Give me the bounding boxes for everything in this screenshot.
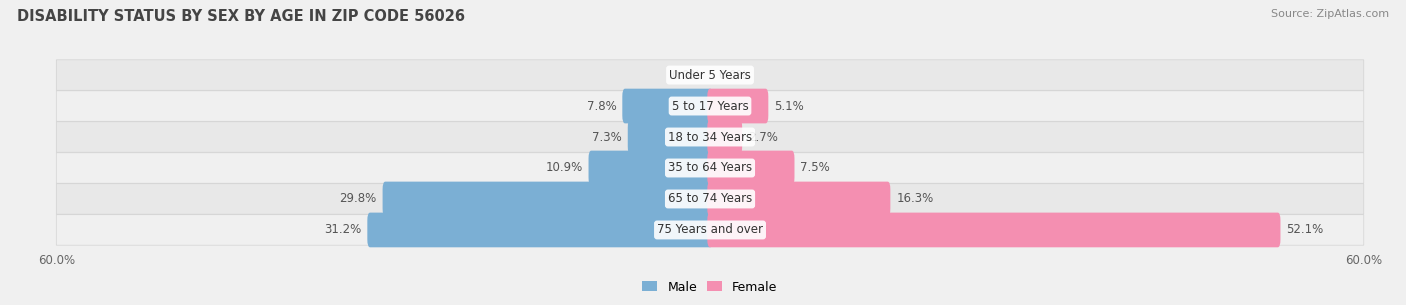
FancyBboxPatch shape <box>56 122 1364 152</box>
FancyBboxPatch shape <box>56 60 1364 90</box>
Text: 0.0%: 0.0% <box>718 69 748 81</box>
FancyBboxPatch shape <box>707 89 768 124</box>
Text: 5.1%: 5.1% <box>775 99 804 113</box>
Text: 52.1%: 52.1% <box>1286 224 1323 236</box>
FancyBboxPatch shape <box>589 151 713 185</box>
Text: 0.0%: 0.0% <box>672 69 702 81</box>
Text: Source: ZipAtlas.com: Source: ZipAtlas.com <box>1271 9 1389 19</box>
Text: 35 to 64 Years: 35 to 64 Years <box>668 161 752 174</box>
Text: DISABILITY STATUS BY SEX BY AGE IN ZIP CODE 56026: DISABILITY STATUS BY SEX BY AGE IN ZIP C… <box>17 9 465 24</box>
FancyBboxPatch shape <box>56 184 1364 214</box>
Text: 7.8%: 7.8% <box>586 99 616 113</box>
Legend: Male, Female: Male, Female <box>637 275 783 299</box>
Text: 31.2%: 31.2% <box>325 224 361 236</box>
Text: 65 to 74 Years: 65 to 74 Years <box>668 192 752 206</box>
FancyBboxPatch shape <box>56 153 1364 183</box>
Text: Under 5 Years: Under 5 Years <box>669 69 751 81</box>
FancyBboxPatch shape <box>382 181 713 216</box>
FancyBboxPatch shape <box>56 215 1364 245</box>
Text: 7.5%: 7.5% <box>800 161 830 174</box>
FancyBboxPatch shape <box>707 120 742 154</box>
Text: 5 to 17 Years: 5 to 17 Years <box>672 99 748 113</box>
FancyBboxPatch shape <box>707 213 1281 247</box>
FancyBboxPatch shape <box>707 181 890 216</box>
Text: 10.9%: 10.9% <box>546 161 582 174</box>
FancyBboxPatch shape <box>56 91 1364 121</box>
Text: 29.8%: 29.8% <box>339 192 377 206</box>
FancyBboxPatch shape <box>367 213 713 247</box>
Text: 75 Years and over: 75 Years and over <box>657 224 763 236</box>
Text: 16.3%: 16.3% <box>897 192 934 206</box>
FancyBboxPatch shape <box>707 151 794 185</box>
FancyBboxPatch shape <box>623 89 713 124</box>
Text: 2.7%: 2.7% <box>748 131 778 144</box>
FancyBboxPatch shape <box>627 120 713 154</box>
Text: 7.3%: 7.3% <box>592 131 621 144</box>
Text: 18 to 34 Years: 18 to 34 Years <box>668 131 752 144</box>
